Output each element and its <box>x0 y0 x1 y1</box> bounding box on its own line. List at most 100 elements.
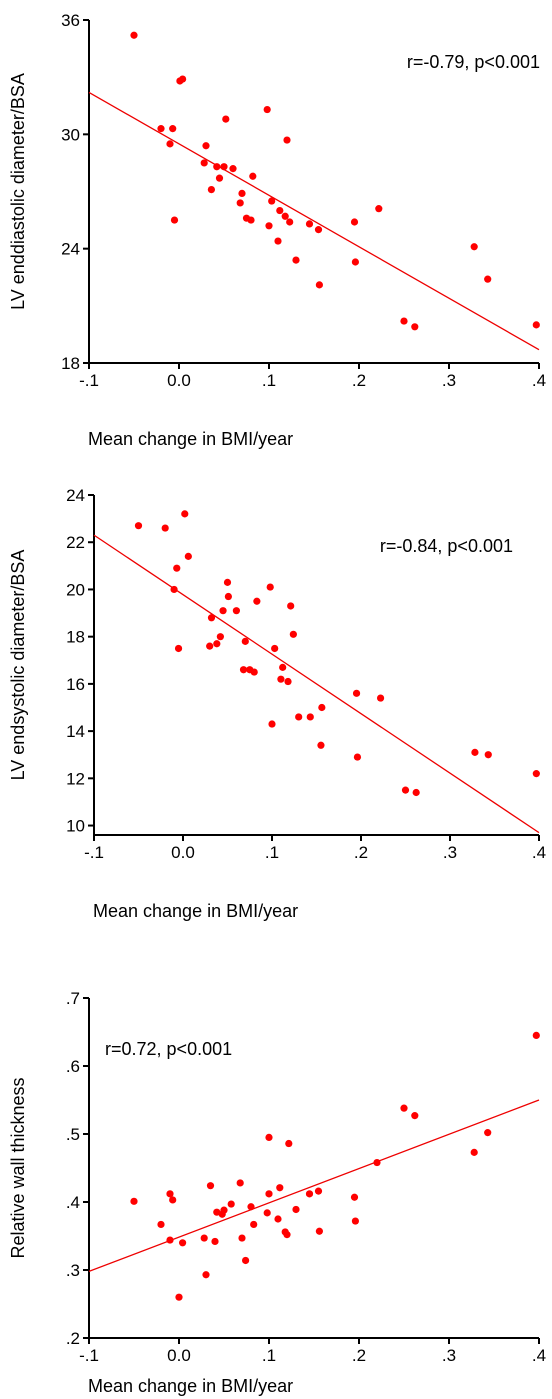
x-axis-label: Mean change in BMI/year <box>88 1376 293 1396</box>
data-point <box>202 142 210 150</box>
x-tick-label: -.1 <box>79 1346 99 1365</box>
data-point <box>213 1208 221 1216</box>
data-point <box>223 578 232 586</box>
data-point <box>250 1220 258 1229</box>
data-point <box>286 218 294 226</box>
y-tick-label: .3 <box>66 1261 80 1280</box>
data-point <box>215 174 224 182</box>
data-point <box>317 741 325 749</box>
chart-panel-1: -.1 0.0 .1 .2 .3 .4 18 24 30 36 r=-0.79, p<0.001 Me… <box>8 11 546 449</box>
data-point <box>314 1187 323 1195</box>
data-point <box>236 199 244 207</box>
data-point <box>161 524 169 532</box>
data-point <box>166 1236 174 1244</box>
data-point <box>266 583 274 591</box>
data-point <box>411 323 419 331</box>
y-tick-label: 36 <box>61 11 80 30</box>
data-point <box>263 105 271 114</box>
x-tick-label: -.1 <box>79 371 99 390</box>
chart-panel-3: -.1 0.0 .1 .2 .3 .4 .2 .3 .4 .5 .6 .7 r=0.72, p<0.00… <box>8 989 546 1396</box>
data-point <box>285 1139 293 1148</box>
y-tick-label: 18 <box>66 628 85 647</box>
data-point <box>350 1193 359 1201</box>
data-point <box>351 1217 359 1225</box>
regression-line <box>93 534 540 834</box>
x-axis-label: Mean change in BMI/year <box>93 901 298 921</box>
data-point <box>401 786 410 794</box>
data-point <box>249 172 257 180</box>
y-tick-label: .4 <box>66 1193 80 1212</box>
y-tick-label: 24 <box>66 486 85 505</box>
data-point <box>174 644 183 653</box>
data-point <box>373 1158 381 1167</box>
x-tick-label: .2 <box>352 1346 366 1365</box>
data-point <box>213 163 221 171</box>
data-point <box>484 275 492 283</box>
data-point <box>184 552 192 560</box>
data-point <box>224 592 232 601</box>
data-point <box>207 614 216 622</box>
data-point <box>229 165 237 173</box>
correlation-annotation: r=-0.79, p<0.001 <box>407 52 540 72</box>
data-point <box>213 640 221 648</box>
data-point <box>179 1239 187 1247</box>
x-tick-label: .3 <box>443 843 457 862</box>
y-axis-label: LV endsystolic diameter/BSA <box>8 550 28 781</box>
data-point <box>200 159 208 167</box>
data-point <box>134 522 143 530</box>
data-point <box>130 31 138 39</box>
data-point <box>236 1179 244 1187</box>
y-tick-label: .6 <box>66 1057 80 1076</box>
y-tick-label: .5 <box>66 1125 80 1144</box>
y-tick-label: 22 <box>66 533 85 552</box>
data-point <box>283 136 291 144</box>
data-point <box>206 642 214 650</box>
data-point <box>268 720 276 728</box>
x-tick-label: 0.0 <box>167 1346 191 1365</box>
data-point <box>202 1271 210 1279</box>
x-tick-label: -.1 <box>84 843 104 862</box>
data-point <box>532 1031 540 1039</box>
data-point <box>318 703 326 712</box>
y-tick-label: 20 <box>66 580 85 599</box>
data-point <box>241 637 249 645</box>
data-point <box>206 1182 215 1190</box>
y-tick-label: 30 <box>61 125 80 144</box>
data-point <box>238 189 246 198</box>
data-point <box>173 564 181 572</box>
data-point <box>315 281 323 289</box>
y-tick-label: 16 <box>66 675 85 694</box>
data-point <box>287 602 295 610</box>
data-point <box>352 689 361 697</box>
data-point <box>279 663 287 671</box>
data-point <box>220 1206 228 1214</box>
data-point <box>130 1197 138 1205</box>
data-point <box>268 197 276 205</box>
data-point <box>181 510 189 518</box>
x-tick-label: .1 <box>262 371 276 390</box>
data-point <box>265 1133 273 1141</box>
data-point <box>353 753 362 761</box>
data-point <box>289 630 297 638</box>
data-point <box>274 1215 282 1223</box>
data-point <box>250 668 258 676</box>
x-tick-label: .1 <box>265 843 279 862</box>
data-point <box>314 226 323 234</box>
correlation-annotation: r=-0.84, p<0.001 <box>380 536 513 556</box>
data-point <box>211 1237 219 1246</box>
data-point <box>281 212 289 220</box>
y-tick-label: .2 <box>66 1329 80 1348</box>
x-tick-label: .4 <box>532 843 546 862</box>
data-point <box>253 597 261 605</box>
data-point <box>411 1112 419 1120</box>
x-axis-label: Mean change in BMI/year <box>88 429 293 449</box>
y-tick-label: 18 <box>61 354 80 373</box>
data-point <box>169 125 177 133</box>
data-point <box>175 1293 183 1301</box>
data-point <box>247 216 255 224</box>
data-point <box>219 607 227 615</box>
data-point <box>532 321 540 329</box>
x-tick-label: .3 <box>442 371 456 390</box>
data-point <box>157 1220 165 1229</box>
data-point <box>166 140 174 148</box>
